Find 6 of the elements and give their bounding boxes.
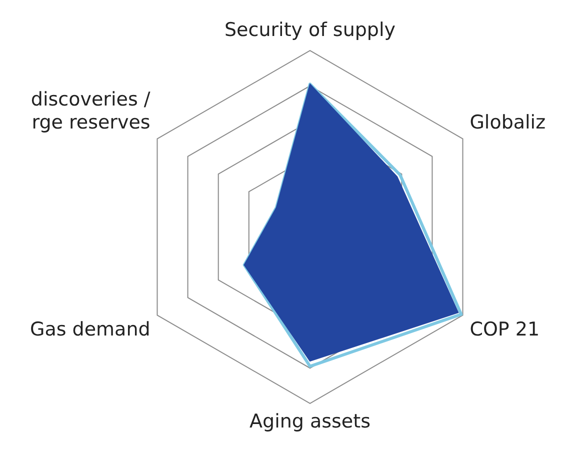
spoke-label: Gas demand: [30, 318, 150, 341]
spoke-label: Globaliz: [470, 111, 546, 134]
spoke-label: COP 21: [470, 318, 540, 341]
spoke-label: Security of supply: [224, 19, 396, 42]
spoke-label: Aging assets: [250, 410, 370, 433]
spoke-label: discoveries / rge reserves: [30, 88, 151, 134]
